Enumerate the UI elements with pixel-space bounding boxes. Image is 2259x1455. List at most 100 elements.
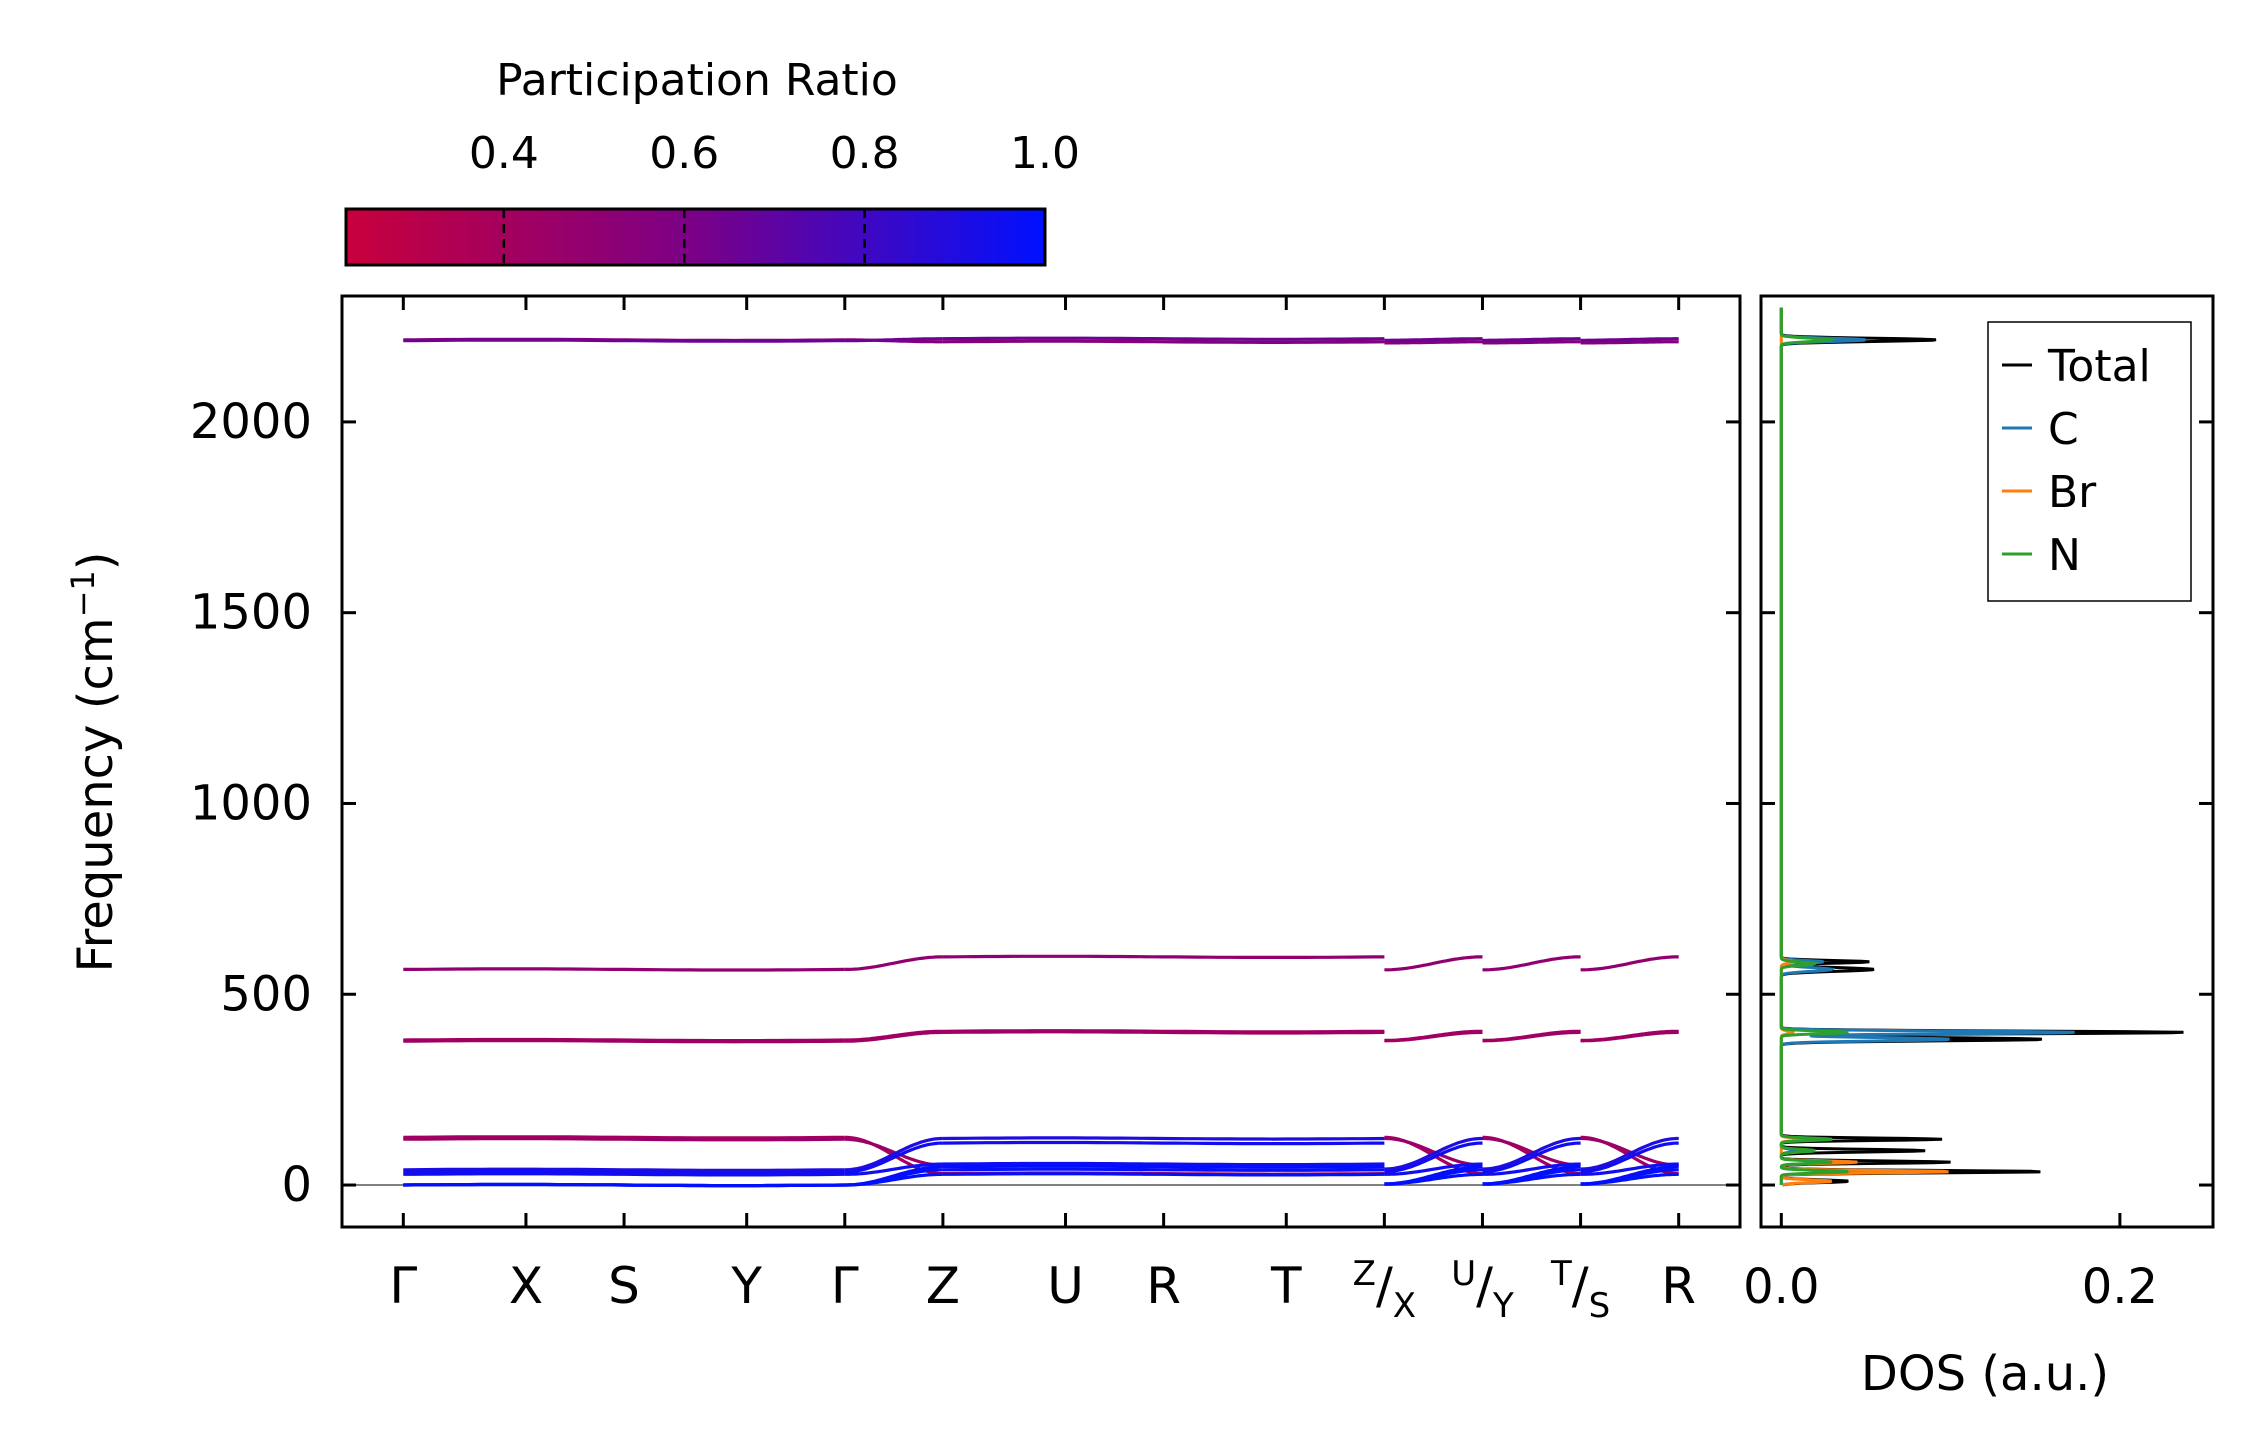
k-point-label: X: [509, 1257, 543, 1315]
colorbar-ticks: 0.4 0.6 0.8 1.0: [469, 128, 1080, 265]
band-line: [1384, 1141, 1483, 1174]
band-line: [403, 1137, 845, 1142]
band-line: [1482, 340, 1581, 345]
band-x-ticks: Γ X S Y Γ Z U R T Z/X U/Y T/S R: [389, 296, 1696, 1326]
band-line: [403, 1037, 845, 1043]
dos-axes-frame: [1759, 294, 2215, 1229]
band-line: [1580, 1162, 1679, 1176]
y-tick-label: 1500: [190, 585, 312, 641]
colorbar-label: Participation Ratio: [496, 55, 898, 106]
band-line: [403, 967, 845, 972]
band-line: [844, 1162, 943, 1176]
band-y-ticks: 0 500 1000 1500 2000: [190, 394, 1740, 1213]
dos-legend: Total C Br N: [1987, 321, 2192, 602]
k-point-label: T/S: [1550, 1254, 1610, 1326]
band-structure-panel: 0 500 1000 1500 2000 Γ X S Y Γ Z U R T Z/X U/Y T/S R Fre…: [64, 294, 1742, 1326]
band-line: [403, 1167, 845, 1172]
band-line: [844, 1141, 943, 1174]
band-line: [1580, 1172, 1679, 1186]
band-line: [1482, 1141, 1581, 1174]
band-line: [942, 954, 1385, 960]
band-line: [844, 955, 943, 972]
dos-series-br: [1779, 307, 1949, 1187]
y-tick-label: 500: [220, 966, 312, 1022]
band-line: [1384, 1136, 1483, 1171]
band-line: [942, 1161, 1385, 1167]
legend-label: C: [2048, 404, 2079, 455]
dos-x-axis-label: DOS (a.u.): [1861, 1346, 2109, 1402]
band-line: [1482, 955, 1581, 972]
band-line: [942, 339, 1385, 344]
band-line: [1580, 955, 1679, 972]
colorbar-tick-label: 0.8: [830, 128, 900, 179]
band-line: [1580, 1136, 1679, 1171]
dos-lines: [1779, 307, 2184, 1187]
k-point-label: R: [1661, 1257, 1696, 1315]
band-line: [1384, 1162, 1483, 1176]
band-line: [942, 1140, 1385, 1146]
colorbar-tick-label: 1.0: [1010, 128, 1080, 179]
band-line: [942, 1164, 1385, 1169]
band-line: [942, 1167, 1385, 1172]
dos-x-tick-label: 0.2: [2082, 1259, 2158, 1315]
k-point-label: Γ: [389, 1257, 417, 1315]
k-point-label: Z/X: [1353, 1254, 1416, 1326]
band-line: [403, 1172, 845, 1177]
band-lines: [342, 336, 1740, 1188]
band-line: [1482, 1029, 1581, 1043]
band-line: [1482, 1136, 1581, 1171]
band-line: [1384, 337, 1483, 342]
band-line: [1482, 337, 1581, 342]
colorbar-tick-label: 0.6: [649, 128, 719, 179]
k-point-label: U: [1047, 1257, 1084, 1315]
band-y-axis-label: Frequency (cm−1): [64, 551, 124, 972]
band-line: [1384, 1029, 1483, 1043]
dos-x-tick-label: 0.0: [1743, 1259, 1819, 1315]
dos-series-n: [1779, 307, 1849, 1185]
band-line: [1580, 337, 1679, 342]
band-line: [403, 1182, 845, 1188]
y-tick-label: 0: [281, 1157, 312, 1213]
band-line: [1384, 1136, 1483, 1167]
k-point-label: T: [1270, 1257, 1302, 1315]
k-point-label: S: [608, 1257, 640, 1315]
band-line: [844, 337, 943, 343]
band-line: [942, 1172, 1385, 1177]
band-line: [844, 1136, 943, 1172]
colorbar-gradient: [344, 207, 1047, 267]
band-line: [1384, 1172, 1483, 1186]
band-line: [1580, 1141, 1679, 1174]
colorbar: Participation Ratio 0.4 0.6 0.8 1.0: [344, 55, 1080, 267]
band-axes-frame: [340, 294, 1742, 1229]
legend-label: Total: [2047, 341, 2151, 392]
band-line: [1482, 1172, 1581, 1186]
band-line: [403, 1135, 845, 1140]
y-tick-label: 1000: [190, 775, 312, 831]
band-line: [844, 1029, 943, 1042]
k-point-label: Γ: [831, 1257, 859, 1315]
band-line: [1384, 340, 1483, 345]
legend-label: N: [2048, 530, 2081, 581]
band-line: [942, 1136, 1385, 1141]
k-point-label: R: [1146, 1257, 1181, 1315]
k-point-label: Z: [926, 1257, 960, 1315]
band-line: [1580, 1136, 1679, 1167]
band-line: [403, 1169, 845, 1175]
legend-label: Br: [2048, 467, 2097, 518]
dos-panel: 0.0 0.2 DOS (a.u.) Total C Br N: [1743, 294, 2215, 1402]
band-line: [844, 1172, 943, 1187]
band-line: [1580, 1029, 1679, 1043]
band-line: [1482, 1136, 1581, 1167]
dos-ticks: 0.0 0.2: [1743, 420, 2213, 1315]
k-point-label: Y: [730, 1257, 762, 1315]
y-tick-label: 2000: [190, 394, 312, 450]
band-line: [942, 336, 1385, 341]
k-point-label: U/Y: [1451, 1254, 1514, 1326]
band-line: [1482, 1162, 1581, 1176]
band-line: [1580, 340, 1679, 345]
band-y-axis-label-sup: −1: [64, 570, 102, 617]
band-line: [1384, 955, 1483, 972]
band-line: [403, 338, 845, 343]
band-line: [942, 1029, 1385, 1034]
